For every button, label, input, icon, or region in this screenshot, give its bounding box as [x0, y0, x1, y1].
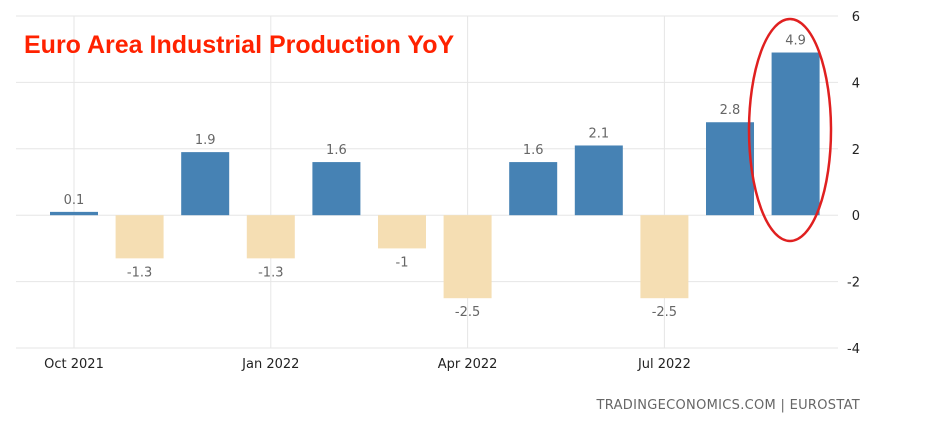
data-label: 4.9: [785, 34, 806, 49]
chart-title: Euro Area Industrial Production YoY: [24, 31, 454, 59]
data-label: 1.6: [523, 143, 544, 158]
data-label: 0.1: [64, 193, 85, 208]
bar-feb-2022: [312, 162, 361, 216]
data-label: -2.5: [652, 305, 677, 320]
y-tick-label: -2: [847, 276, 860, 291]
data-label: -2.5: [455, 305, 480, 320]
bars: [50, 52, 820, 299]
highlight-circle: [747, 17, 833, 243]
bar-mar-2022: [378, 215, 426, 249]
data-label: 2.1: [588, 126, 609, 141]
y-tick-label: 4: [852, 76, 860, 91]
y-tick-label: 6: [852, 10, 860, 25]
bar-jul-2022: [640, 215, 689, 299]
bar-may-2022: [509, 162, 558, 216]
bar-jun-2022: [574, 145, 623, 216]
data-label: 2.8: [720, 103, 741, 118]
y-tick-label: 0: [852, 209, 860, 224]
data-label: -1: [396, 255, 409, 270]
data-labels: 0.1 -1.3 1.9 -1.3 1.6 -1 -2.5 1.6 2.1 -2.5 2.8 4.9: [64, 34, 806, 321]
x-tick-label: Apr 2022: [438, 357, 498, 372]
y-axis: 6 4 2 0 -2 -4: [847, 10, 860, 357]
bar-sep-2022: [771, 52, 820, 216]
x-tick-label: Jul 2022: [637, 357, 691, 372]
data-label: -1.3: [127, 265, 152, 280]
x-tick-label: Oct 2021: [44, 357, 104, 372]
bar-jan-2022: [246, 215, 295, 259]
bar-apr-2022: [443, 215, 492, 299]
bar-dec-2021: [181, 152, 230, 216]
bar-nov-2021: [115, 215, 164, 259]
y-tick-label: -4: [847, 342, 860, 357]
data-label: -1.3: [258, 265, 283, 280]
bar-aug-2022: [706, 122, 754, 216]
bar-oct-2021: [50, 211, 98, 216]
x-tick-label: Jan 2022: [241, 357, 299, 372]
data-label: 1.6: [326, 143, 347, 158]
source-credit: TRADINGECONOMICS.COM | EUROSTAT: [596, 398, 860, 413]
y-tick-label: 2: [852, 143, 860, 158]
x-axis: Oct 2021 Jan 2022 Apr 2022 Jul 2022: [44, 357, 691, 372]
data-label: 1.9: [195, 133, 216, 148]
